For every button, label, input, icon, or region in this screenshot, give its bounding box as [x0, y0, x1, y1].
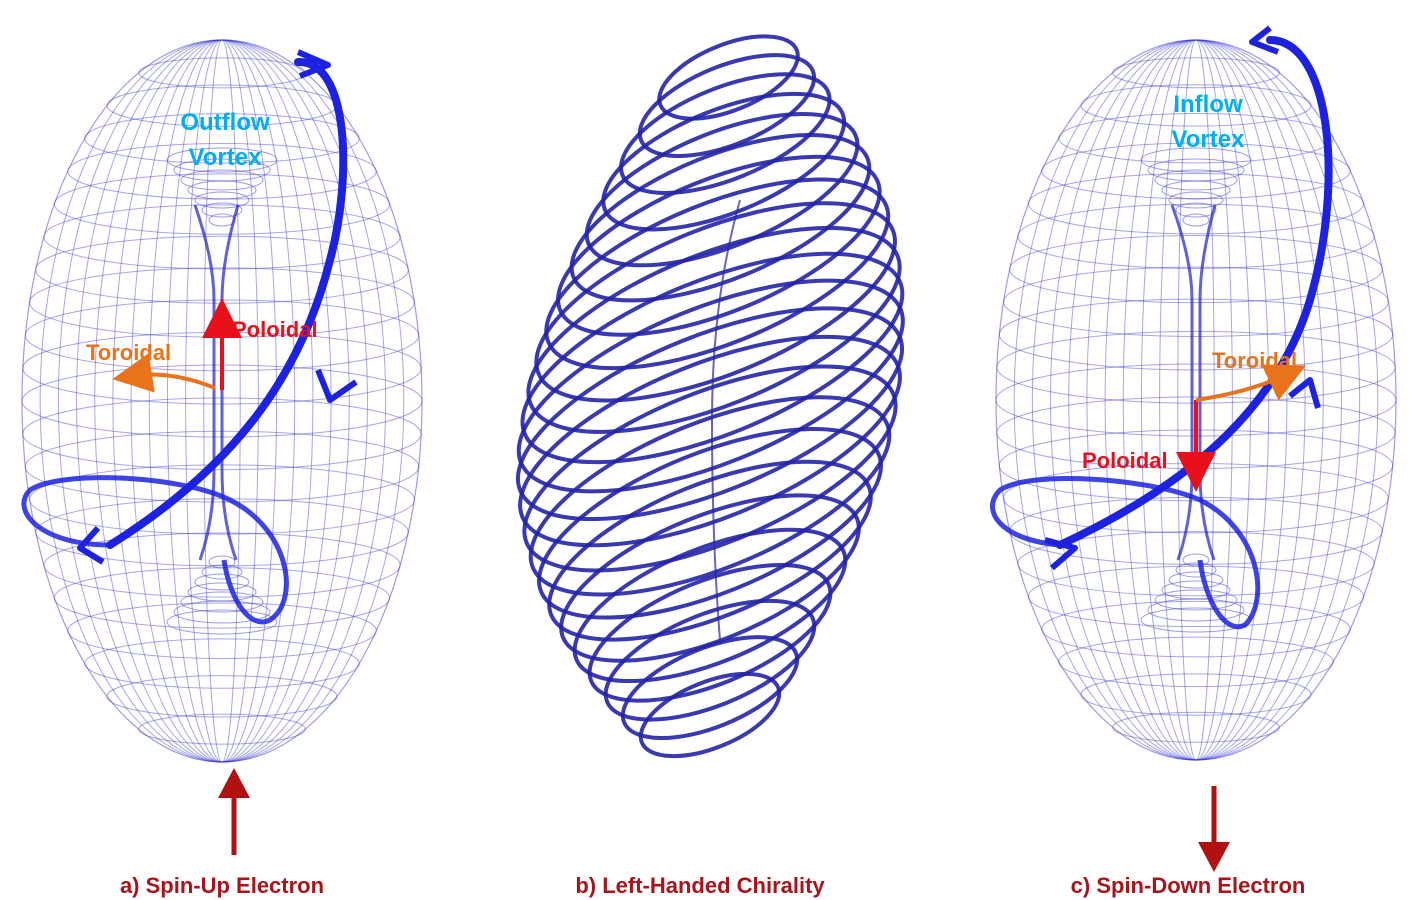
helix-loop: [587, 563, 833, 703]
vortex-funnel-c: [1170, 204, 1217, 561]
helix-torus-b: [515, 34, 905, 759]
helix-loop: [638, 671, 782, 759]
stream-arrowhead-icon: [1249, 25, 1280, 55]
helix-loop: [522, 364, 898, 573]
stream-arrowhead-icon: [1288, 377, 1321, 409]
helix-loop: [537, 426, 883, 620]
helix-loop: [526, 225, 902, 434]
vortex-label-line2: Vortex: [189, 144, 263, 171]
stream-arrowhead-icon: [296, 49, 331, 79]
panel-a: Outflow Vortex Poloidal Toroidal a) Spin…: [21, 39, 423, 898]
caption-c: c) Spin-Down Electron: [1071, 873, 1306, 898]
spin-down-arrow: [1198, 786, 1230, 872]
helix-loop: [544, 177, 891, 371]
poloidal-label: Poloidal: [232, 317, 318, 342]
helix-loop: [515, 306, 905, 522]
panel-c: Inflow Vortex Poloidal Toroidal c) Spin-…: [990, 25, 1397, 898]
vortex-label-line2: Vortex: [1172, 126, 1246, 153]
helix-loop: [619, 72, 832, 195]
stream-line-c: [990, 25, 1333, 630]
helix-loop: [518, 334, 902, 548]
helix-loop: [637, 53, 817, 158]
torus-mesh-a: [21, 39, 423, 763]
helix-axis: [710, 199, 741, 641]
toroidal-label: Toroidal: [86, 340, 171, 365]
stream-arrowhead-icon: [1044, 537, 1078, 571]
helix-loop: [534, 201, 897, 403]
spin-up-arrow: [218, 768, 250, 855]
helix-loop: [620, 635, 800, 741]
panel-b: b) Left-Handed Chirality: [515, 34, 905, 898]
stream-arrowhead-icon: [315, 368, 358, 403]
helix-loop: [584, 112, 860, 268]
toroidal-label: Toroidal: [1212, 348, 1297, 373]
helix-loop: [569, 133, 872, 303]
helix-loop: [520, 251, 905, 465]
vortex-label-line1: Inflow: [1173, 91, 1243, 118]
helix-loop: [572, 527, 848, 684]
helix-loop: [601, 91, 847, 232]
helix-loop: [528, 395, 892, 597]
stream-line-a: [21, 49, 358, 625]
caption-a: a) Spin-Up Electron: [120, 873, 324, 898]
helix-loop: [556, 154, 882, 337]
helix-loop: [547, 459, 873, 642]
helix-loop: [657, 34, 800, 121]
toroidal-arrow: [1195, 364, 1307, 402]
helix-loop: [559, 493, 861, 663]
helix-loop: [603, 598, 817, 722]
caption-b: b) Left-Handed Chirality: [575, 873, 825, 898]
vortex-label-line1: Outflow: [180, 109, 270, 136]
poloidal-label: Poloidal: [1082, 448, 1168, 473]
stream-arrowhead-icon: [77, 525, 105, 565]
toroidal-arrow: [112, 353, 216, 393]
